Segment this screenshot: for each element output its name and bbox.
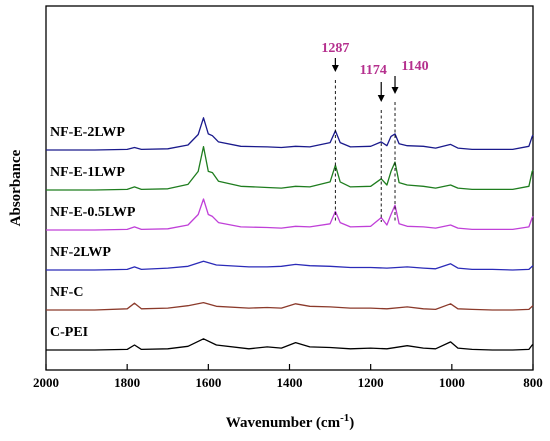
peak-label: 1140 — [401, 59, 428, 74]
x-axis-title-close: ) — [349, 415, 354, 431]
x-tick-label: 2000 — [33, 375, 59, 390]
x-axis-title-main: Wavenumber (cm — [226, 415, 341, 431]
peak-arrow-head — [377, 95, 385, 102]
spectra-series — [46, 117, 534, 351]
series-label: NF-E-2LWP — [50, 125, 125, 140]
series-label: NF-C — [50, 285, 83, 300]
y-axis-title: Absorbance — [8, 149, 24, 226]
x-axis-ticks: 2000 1800 1600 1400 1200 1000 800 — [33, 364, 543, 390]
x-tick-label: 800 — [523, 375, 543, 390]
series-label: NF-E-1LWP — [50, 165, 125, 180]
x-tick-label: 1600 — [195, 375, 221, 390]
x-tick-label: 1200 — [358, 375, 384, 390]
series-line — [46, 145, 534, 191]
x-axis-title: Wavenumber (cm-1) — [226, 412, 354, 431]
series-line — [46, 260, 534, 271]
x-axis-title-superscript: -1 — [340, 412, 349, 424]
series-line — [46, 117, 534, 151]
series-labels: C-PEI NF-C NF-2LWP NF-E-0.5LWP NF-E-1LWP NF-E… — [50, 125, 136, 340]
x-tick-label: 1400 — [277, 375, 303, 390]
series-line — [46, 301, 534, 311]
peak-label: 1174 — [360, 63, 387, 78]
x-tick-label: 1000 — [439, 375, 465, 390]
peak-arrow-head — [391, 87, 399, 94]
series-line — [46, 338, 534, 351]
series-label: NF-E-0.5LWP — [50, 205, 136, 220]
peak-arrow-head — [331, 65, 339, 72]
series-label: C-PEI — [50, 325, 88, 340]
peak-label: 1287 — [321, 41, 349, 56]
peak-annotations: 1287 1174 1140 — [321, 41, 429, 222]
series-label: NF-2LWP — [50, 245, 111, 260]
series-line — [46, 198, 534, 231]
x-tick-label: 1800 — [114, 375, 140, 390]
